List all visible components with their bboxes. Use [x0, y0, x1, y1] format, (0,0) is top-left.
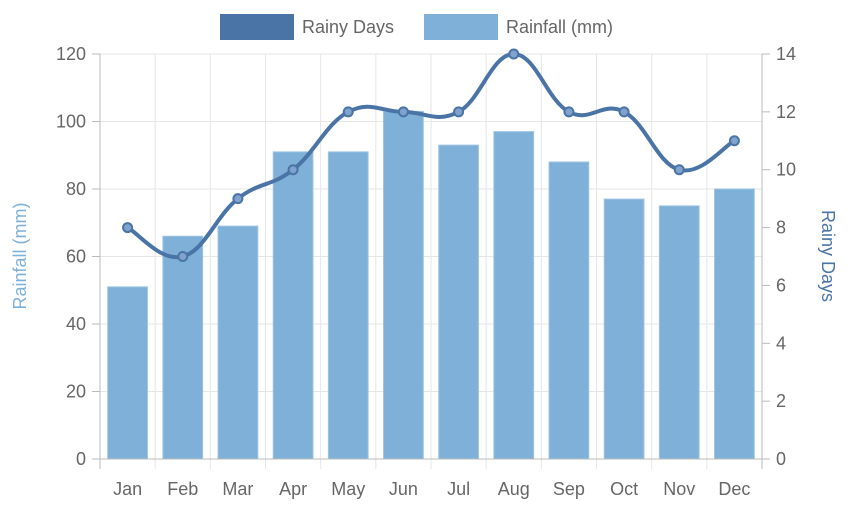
line-point-jul[interactable]: [453, 106, 465, 118]
bar-jun[interactable]: [383, 110, 424, 460]
bar-feb[interactable]: [162, 235, 204, 460]
right-axis-ticks: 0 2 4 6 8 10 12 14: [762, 44, 796, 469]
x-tick-label: Aug: [498, 479, 530, 499]
right-tick-label: 4: [776, 333, 786, 353]
line-point-nov[interactable]: [673, 164, 685, 176]
line-point-oct[interactable]: [618, 106, 630, 118]
line-point-sep[interactable]: [563, 106, 575, 118]
bar-series-rainfall: [107, 110, 755, 460]
line-point-mar[interactable]: [232, 193, 244, 205]
x-tick-label: Sep: [553, 479, 585, 499]
legend-label-rainfall: Rainfall (mm): [506, 17, 613, 37]
y-right-axis-title: Rainy Days: [818, 210, 838, 302]
x-axis-ticks: Jan Feb Mar Apr May Jun Jul Aug Sep Oct Nov Dec: [113, 479, 750, 499]
x-tick-label: Mar: [222, 479, 253, 499]
legend: Rainy Days Rainfall (mm): [220, 14, 613, 40]
bar-dec[interactable]: [714, 188, 755, 460]
right-tick-label: 8: [776, 218, 786, 238]
left-tick-label: 100: [56, 112, 86, 132]
bar-mar[interactable]: [217, 225, 259, 460]
right-tick-label: 2: [776, 391, 786, 411]
x-tick-label: Nov: [663, 479, 695, 499]
bar-nov[interactable]: [658, 205, 700, 460]
legend-item-rainy-days[interactable]: Rainy Days: [220, 14, 394, 40]
line-series-rainy-days: [122, 48, 740, 262]
x-tick-label: Jun: [389, 479, 418, 499]
line-point-jun[interactable]: [397, 106, 409, 118]
x-tick-label: May: [331, 479, 365, 499]
right-tick-label: 14: [776, 44, 796, 64]
legend-label-rainy-days: Rainy Days: [302, 17, 394, 37]
legend-swatch-rainfall: [424, 14, 498, 40]
bar-jan[interactable]: [107, 286, 148, 460]
line-point-dec[interactable]: [728, 135, 740, 147]
left-tick-label: 120: [56, 44, 86, 64]
left-tick-label: 60: [66, 247, 86, 267]
left-axis-ticks: 0 20 40 60 80 100 120: [56, 44, 100, 469]
x-tick-label: Jan: [113, 479, 142, 499]
x-tick-label: Oct: [610, 479, 638, 499]
bar-aug[interactable]: [493, 131, 535, 460]
right-tick-label: 12: [776, 102, 796, 122]
x-tick-label: Apr: [279, 479, 307, 499]
y-left-axis-title: Rainfall (mm): [10, 202, 30, 309]
right-tick-label: 10: [776, 160, 796, 180]
right-tick-label: 0: [776, 449, 786, 469]
line-point-apr[interactable]: [287, 164, 299, 176]
x-tick-label: Dec: [718, 479, 750, 499]
left-tick-label: 40: [66, 314, 86, 334]
x-tick-label: Jul: [447, 479, 470, 499]
line-point-feb[interactable]: [177, 251, 189, 262]
legend-item-rainfall[interactable]: Rainfall (mm): [424, 14, 613, 40]
line-path-rainy-days: [125, 52, 737, 260]
line-point-jan[interactable]: [122, 222, 134, 234]
bar-oct[interactable]: [603, 198, 645, 460]
bar-sep[interactable]: [548, 161, 590, 460]
legend-swatch-rainy-days: [220, 14, 294, 40]
axes: [99, 54, 763, 469]
bar-apr[interactable]: [272, 151, 314, 460]
right-tick-label: 6: [776, 275, 786, 295]
left-tick-label: 20: [66, 382, 86, 402]
bar-may[interactable]: [327, 151, 369, 460]
grid: [99, 53, 763, 469]
x-tick-label: Feb: [167, 479, 198, 499]
bar-jul[interactable]: [438, 144, 479, 460]
left-tick-label: 0: [76, 449, 86, 469]
line-point-may[interactable]: [342, 106, 354, 118]
line-point-aug[interactable]: [508, 48, 520, 60]
left-tick-label: 80: [66, 179, 86, 199]
